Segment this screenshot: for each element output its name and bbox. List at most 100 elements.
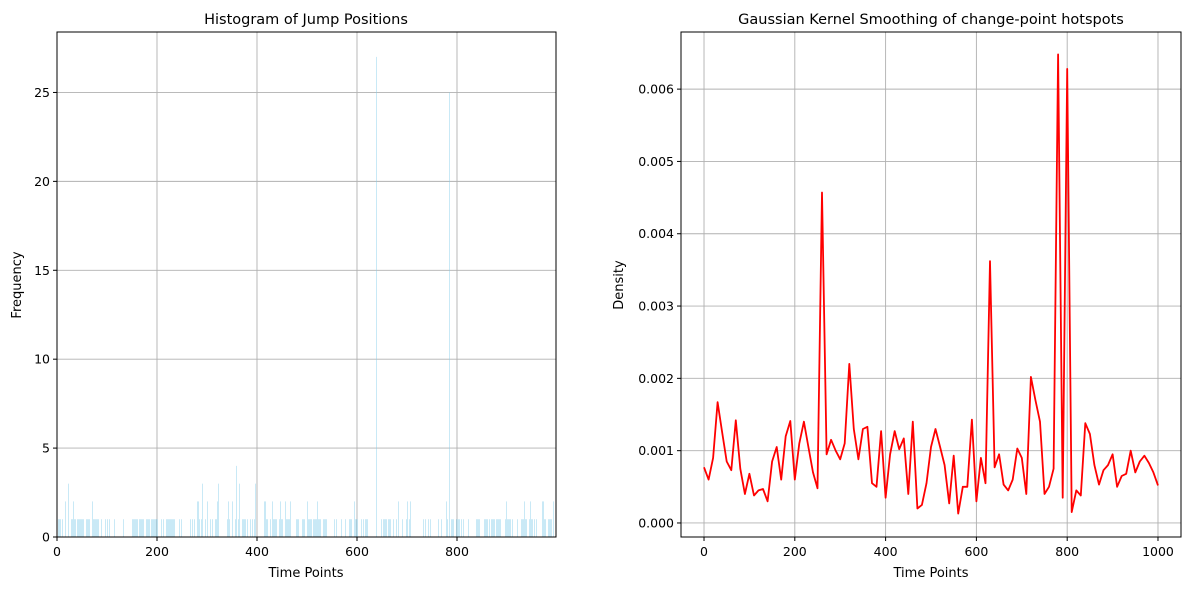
histogram-bar xyxy=(250,519,251,537)
histogram-bar xyxy=(135,519,136,537)
histogram-bar xyxy=(423,519,424,537)
histogram-axes: 0 200 400 600 800 0 5 10 15 20 25 Histogram of Jum… xyxy=(10,12,557,581)
histogram-bar xyxy=(441,519,442,537)
histogram-bar xyxy=(68,483,69,537)
histogram-bar xyxy=(202,483,203,537)
histogram-bar xyxy=(232,501,233,537)
histogram-bar xyxy=(548,519,549,537)
histogram-bar xyxy=(326,519,327,537)
histogram-bar xyxy=(544,519,545,537)
histogram-bar xyxy=(94,519,95,537)
histogram-bar xyxy=(393,519,394,537)
histogram-ylabel: Frequency xyxy=(10,251,25,318)
histogram-bar xyxy=(542,501,543,537)
histogram-bar xyxy=(425,519,426,537)
histogram-bar xyxy=(309,519,310,537)
histogram-bar xyxy=(273,519,274,537)
histogram-bar xyxy=(238,519,239,537)
histogram-bar xyxy=(96,519,97,537)
histogram-bar xyxy=(77,519,78,537)
histogram-bar xyxy=(320,519,321,537)
histogram-bar xyxy=(137,519,138,537)
histogram-bar xyxy=(500,519,501,537)
histogram-bar xyxy=(235,519,236,537)
histogram-bar xyxy=(157,519,158,537)
histogram-bar xyxy=(496,519,497,537)
histogram-bar xyxy=(199,519,200,537)
histogram-bar xyxy=(536,519,537,537)
kde-plot-area: 0 200 400 600 800 1000 0.000 0.001 0.002 0.003 0.0… xyxy=(638,31,1182,559)
histogram-bar xyxy=(179,519,180,537)
histogram-bar xyxy=(136,519,137,537)
x-tick-label: 600 xyxy=(345,544,369,559)
histogram-bar xyxy=(406,519,407,537)
histogram-bar xyxy=(510,519,511,537)
histogram-bar xyxy=(319,519,320,537)
histogram-bar xyxy=(140,519,141,537)
histogram-bar xyxy=(390,519,391,537)
histogram-bar xyxy=(152,519,153,537)
histogram-bar xyxy=(194,519,195,537)
histogram-bar xyxy=(409,519,410,537)
histogram-bar xyxy=(468,519,469,537)
histogram-bar xyxy=(215,519,216,537)
y-tick-label: 20 xyxy=(34,174,50,189)
histogram-bar xyxy=(311,519,312,537)
histogram-bar xyxy=(447,519,448,537)
histogram-bar xyxy=(351,519,352,537)
histogram-title: Histogram of Jump Positions xyxy=(204,12,408,28)
histogram-bar xyxy=(153,519,154,537)
histogram-bar xyxy=(264,501,265,537)
histogram-bar xyxy=(314,519,315,537)
histogram-bar xyxy=(227,519,228,537)
histogram-bar xyxy=(101,519,102,537)
histogram-bar xyxy=(428,519,429,537)
histogram-bar xyxy=(252,519,253,537)
histogram-bar xyxy=(484,519,485,537)
histogram-bar xyxy=(384,519,385,537)
x-tick-label: 400 xyxy=(874,544,898,559)
histogram-bar xyxy=(174,519,175,537)
histogram-bar xyxy=(446,501,447,537)
histogram-bar xyxy=(485,519,486,537)
histogram-bar xyxy=(266,519,267,537)
histogram-bar xyxy=(456,519,457,537)
histogram-bar xyxy=(149,519,150,537)
histogram-bar xyxy=(334,519,335,537)
histogram-bar xyxy=(389,519,390,537)
histogram-bar xyxy=(507,519,508,537)
histogram-bar xyxy=(244,519,245,537)
x-tick-label: 400 xyxy=(245,544,269,559)
histogram-bar xyxy=(148,519,149,537)
histogram-bar xyxy=(282,519,283,537)
histogram-bar xyxy=(88,519,89,537)
histogram-bar xyxy=(217,501,218,537)
histogram-bar xyxy=(161,519,162,537)
histogram-bar xyxy=(486,519,487,537)
histogram-bar xyxy=(543,501,544,537)
histogram-bar xyxy=(479,519,480,537)
histogram-bar xyxy=(168,519,169,537)
histogram-bar xyxy=(62,519,63,537)
histogram-bar xyxy=(361,519,362,537)
histogram-bar xyxy=(71,519,72,537)
histogram-bar xyxy=(95,519,96,537)
x-tick-label: 0 xyxy=(53,544,61,559)
histogram-bar xyxy=(81,519,82,537)
histogram-bar xyxy=(509,519,510,537)
histogram-bar xyxy=(207,501,208,537)
histogram-bar xyxy=(497,519,498,537)
histogram-bar xyxy=(493,519,494,537)
histogram-bar xyxy=(318,519,319,537)
histogram-bar xyxy=(366,519,367,537)
histogram-bar xyxy=(530,501,531,537)
histogram-bar xyxy=(276,519,277,537)
histogram-bar xyxy=(551,519,552,537)
histogram-bar xyxy=(216,519,217,537)
histogram-bar xyxy=(155,519,156,537)
histogram-xlabel: Time Points xyxy=(268,566,344,581)
histogram-bar xyxy=(218,483,219,537)
histogram-bar xyxy=(247,519,248,537)
histogram-bar xyxy=(98,519,99,537)
histogram-bar xyxy=(212,519,213,537)
